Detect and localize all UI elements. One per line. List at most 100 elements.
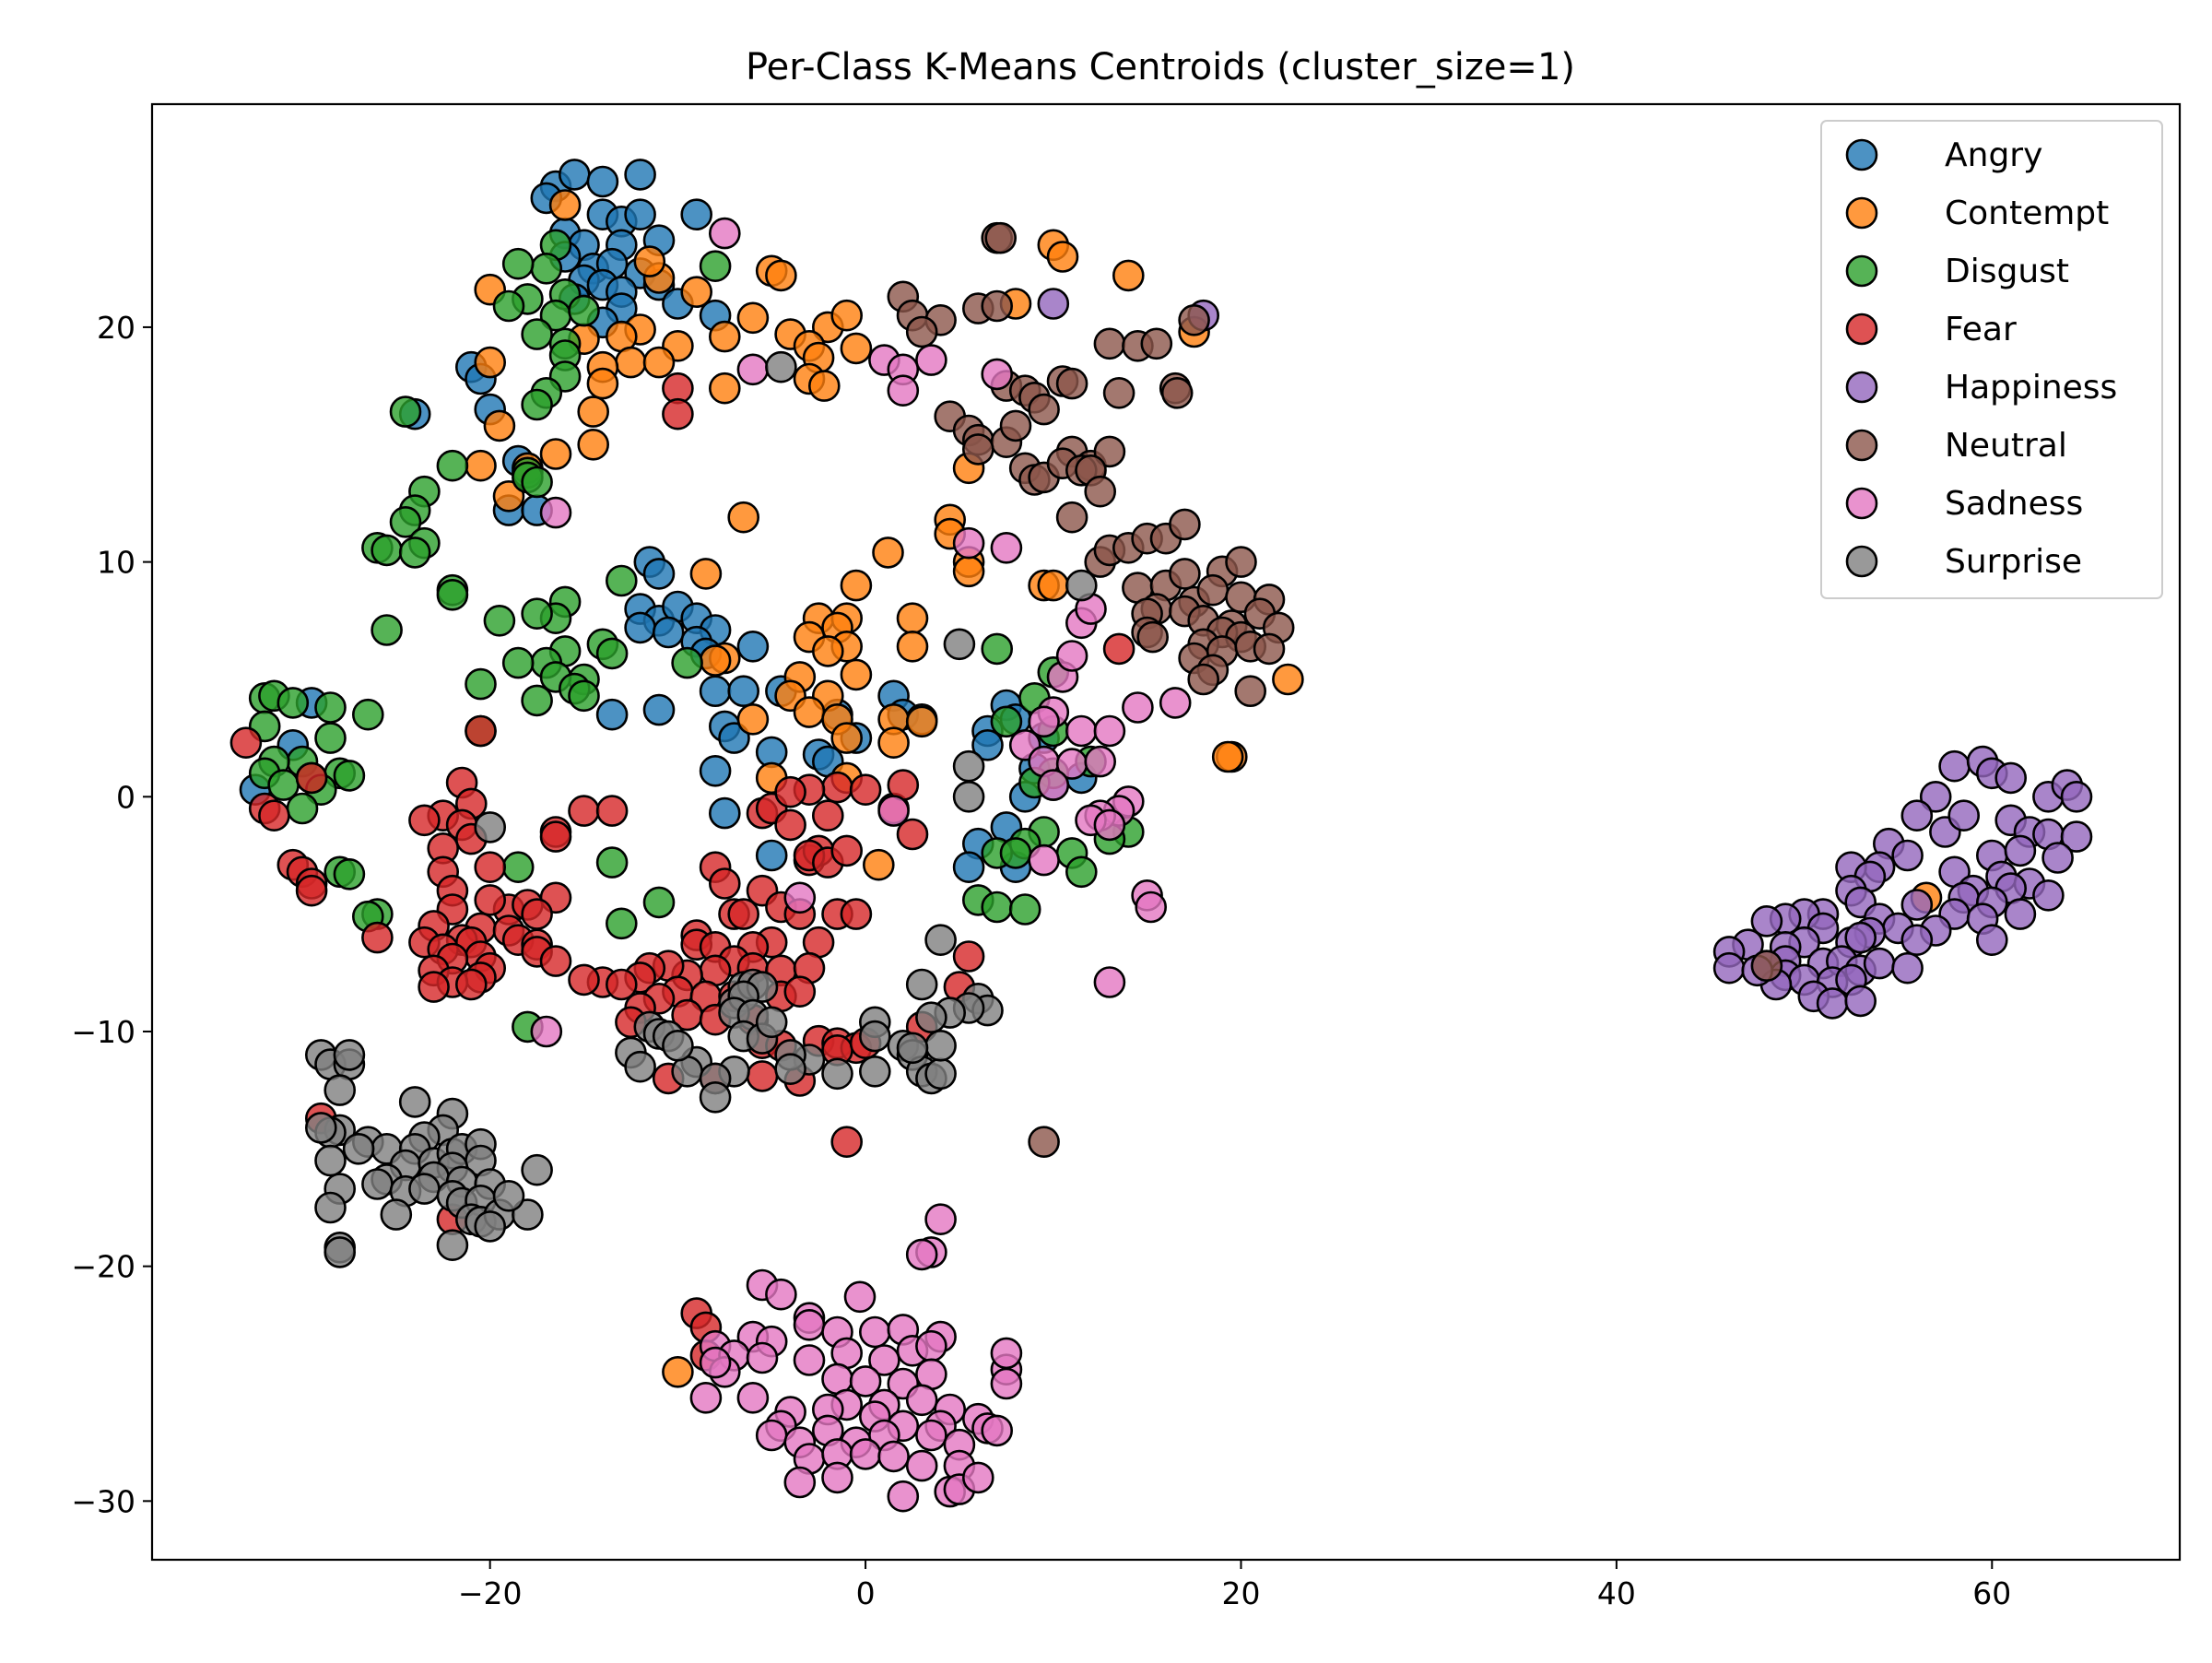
- point-disgust: [492, 289, 525, 323]
- chart-title: Per-Class K-Means Centroids (cluster_siz…: [746, 46, 1575, 88]
- legend-label-happiness: Happiness: [1945, 369, 2117, 407]
- point-disgust: [314, 722, 347, 754]
- point-disgust: [389, 395, 422, 428]
- point-fear: [408, 804, 441, 837]
- point-disgust: [436, 449, 469, 482]
- point-fear: [774, 775, 806, 808]
- point-sadness: [981, 358, 1013, 391]
- point-fear: [708, 867, 741, 900]
- point-sadness: [905, 1449, 938, 1482]
- point-contempt: [840, 332, 873, 365]
- point-happiness: [1900, 889, 1934, 921]
- point-neutral: [1055, 367, 1088, 400]
- point-contempt: [840, 658, 873, 691]
- point-fear: [258, 799, 290, 832]
- point-fear: [605, 968, 638, 1001]
- point-surprise: [474, 1210, 507, 1243]
- point-disgust: [371, 534, 403, 567]
- point-fear: [539, 945, 572, 977]
- series-happiness: [1037, 288, 2093, 1020]
- point-neutral: [1136, 620, 1169, 654]
- point-disgust: [521, 466, 553, 499]
- point-disgust: [483, 604, 516, 637]
- point-angry: [624, 159, 656, 191]
- point-fear: [295, 761, 328, 795]
- point-surprise: [952, 749, 985, 783]
- point-surprise: [521, 1153, 553, 1186]
- point-sadness: [793, 1344, 826, 1376]
- series-disgust: [248, 229, 1145, 1044]
- point-contempt: [862, 848, 895, 881]
- point-angry: [718, 722, 750, 754]
- point-happiness: [1891, 951, 1924, 985]
- point-surprise: [314, 1144, 347, 1177]
- point-fear: [418, 971, 450, 1003]
- point-happiness: [1891, 839, 1924, 872]
- point-sadness: [849, 1365, 882, 1398]
- point-happiness: [1844, 985, 1877, 1018]
- point-fear: [568, 795, 600, 827]
- point-angry: [680, 198, 713, 230]
- point-happiness: [1816, 987, 1849, 1020]
- point-contempt: [548, 189, 582, 221]
- point-angry: [699, 754, 732, 787]
- point-neutral: [1028, 1126, 1060, 1158]
- point-contempt: [492, 479, 525, 513]
- point-surprise: [398, 1086, 431, 1118]
- point-contempt: [615, 346, 647, 379]
- point-angry: [624, 198, 656, 230]
- point-sadness: [1122, 691, 1154, 724]
- series-neutral: [887, 221, 1783, 1158]
- point-contempt: [708, 372, 741, 405]
- point-fear: [361, 921, 394, 954]
- point-surprise: [924, 1057, 957, 1091]
- point-contempt: [896, 630, 929, 663]
- point-surprise: [858, 1020, 891, 1053]
- legend-marker-fear: [1845, 313, 1878, 346]
- point-fear: [568, 963, 600, 997]
- point-angry: [727, 675, 760, 708]
- point-angry: [736, 630, 770, 663]
- point-neutral: [1253, 632, 1286, 666]
- point-contempt: [736, 301, 770, 335]
- point-neutral: [1225, 546, 1257, 578]
- point-fear: [474, 851, 507, 884]
- point-contempt: [840, 569, 873, 602]
- point-sadness: [1135, 890, 1167, 924]
- point-fear: [746, 1060, 779, 1092]
- point-disgust: [699, 250, 732, 283]
- point-disgust: [333, 857, 366, 890]
- point-disgust: [530, 252, 563, 285]
- point-surprise: [924, 1030, 957, 1062]
- point-sadness: [821, 1461, 853, 1494]
- point-neutral: [1140, 327, 1173, 360]
- point-neutral: [1178, 303, 1210, 336]
- point-contempt: [465, 449, 497, 482]
- point-disgust: [286, 792, 319, 825]
- point-disgust: [642, 886, 676, 919]
- point-sadness: [990, 531, 1023, 564]
- point-surprise: [699, 1081, 732, 1114]
- legend-label-neutral: Neutral: [1945, 427, 2067, 465]
- point-sadness: [1037, 769, 1070, 801]
- point-angry: [624, 611, 656, 644]
- point-fear: [783, 975, 817, 1008]
- point-sadness: [877, 1440, 910, 1473]
- point-disgust: [981, 632, 1013, 666]
- point-happiness: [2004, 834, 2037, 867]
- point-disgust: [999, 837, 1032, 869]
- point-disgust: [671, 646, 703, 679]
- x-axis: −20 0 20 40 60: [458, 1560, 2011, 1611]
- point-surprise: [765, 350, 797, 383]
- point-fear: [1102, 632, 1135, 666]
- legend-label-sadness: Sadness: [1945, 485, 2083, 523]
- point-fear: [821, 771, 853, 804]
- point-neutral: [1084, 475, 1116, 508]
- point-angry: [952, 851, 985, 884]
- point-angry: [755, 839, 788, 872]
- point-disgust: [436, 578, 469, 611]
- point-contempt: [586, 367, 619, 400]
- point-disgust: [351, 698, 384, 731]
